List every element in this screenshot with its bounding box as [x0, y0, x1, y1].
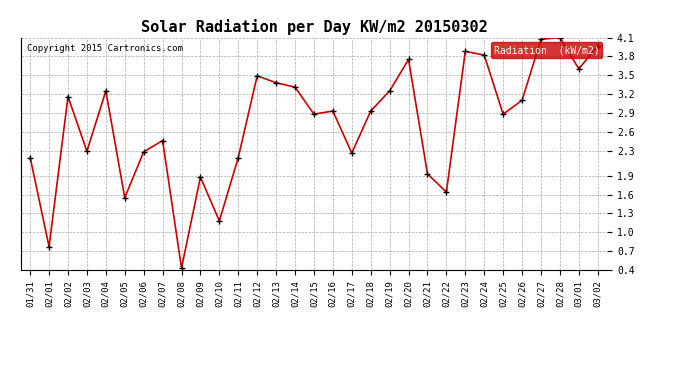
Legend: Radiation  (kW/m2): Radiation (kW/m2): [491, 42, 602, 58]
Title: Solar Radiation per Day KW/m2 20150302: Solar Radiation per Day KW/m2 20150302: [141, 19, 487, 35]
Text: Copyright 2015 Cartronics.com: Copyright 2015 Cartronics.com: [26, 45, 182, 54]
